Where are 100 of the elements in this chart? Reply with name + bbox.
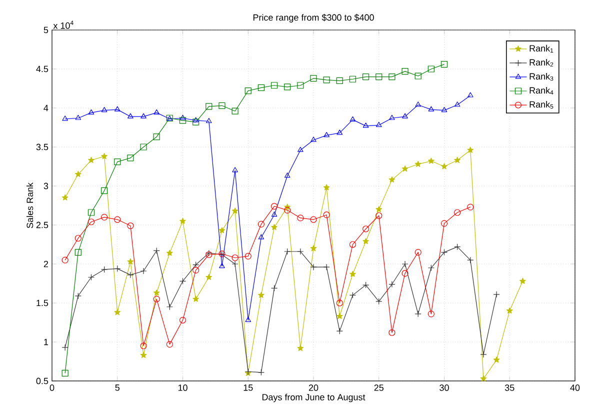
point [127,258,134,264]
point [468,92,474,98]
point [350,270,356,277]
point [114,216,121,223]
legend-label: Rank$_{3}$ [530,72,554,81]
point [428,264,434,272]
x-tick-label: 10 [178,384,188,391]
point [166,304,173,310]
point [62,370,68,376]
point [323,184,330,190]
point [74,248,82,256]
point [270,202,278,210]
point [88,209,95,216]
point [153,290,160,296]
point [467,204,474,210]
point [140,352,147,358]
point [232,254,238,262]
point [101,266,108,273]
point [153,296,160,302]
y-tick-label: 2 [44,260,48,268]
x-axis-title: Days from June to August [262,394,366,402]
point [192,296,199,302]
point [271,224,278,230]
point [506,307,513,314]
point [101,107,108,112]
point [192,117,199,122]
point [297,214,304,222]
point [428,106,434,112]
point [362,238,369,244]
point [350,116,356,122]
point [441,107,448,112]
point [428,310,434,318]
point [297,248,304,255]
point [140,342,147,350]
x-tick-label: 25 [374,384,384,391]
point [376,122,382,127]
point [454,156,460,163]
point [62,194,68,200]
x-tick-label: 40 [570,384,580,391]
point [376,212,382,219]
point [166,250,173,256]
legend-label: Rank$_{5}$ [530,101,554,109]
y-tick-label: 1 [44,338,48,346]
point [402,270,408,277]
point [114,309,121,316]
point [376,206,382,212]
point [467,146,474,153]
point [428,158,434,164]
point [388,176,396,182]
y-tick-label: 1.5 [36,300,48,306]
point [336,300,343,306]
point [192,266,200,274]
point [127,222,134,230]
point [218,102,226,109]
point [388,73,396,80]
legend-label: Rank$_{4}$ [530,86,554,95]
point [414,72,422,80]
point [402,166,408,172]
point [179,316,186,324]
point [179,278,186,284]
y-tick-label: 2.5 [36,222,48,228]
y-tick-label: 4.5 [36,66,48,72]
point [192,118,200,126]
point [62,116,68,121]
point [62,344,68,351]
point [493,356,500,363]
x-tick-label: 30 [440,384,449,391]
point [153,247,160,254]
point [219,263,225,268]
point [454,209,461,216]
point [362,226,370,232]
x-tick-label: 20 [308,384,318,391]
point [62,256,68,264]
point [166,341,173,348]
point [192,261,200,268]
point [244,252,252,260]
point [441,163,448,170]
x-tick-label: 0 [50,384,54,391]
point [180,218,186,224]
point [114,106,120,112]
point [440,248,448,256]
point [179,117,186,124]
point [74,292,82,300]
point [258,220,264,228]
point [323,76,330,84]
point [402,260,408,268]
point [310,245,317,252]
point [440,61,448,68]
point [414,160,422,167]
point [140,268,147,274]
point [88,274,95,281]
chart-title: Price range from $300 to $400 [253,14,374,22]
point [414,310,422,318]
point [415,102,421,107]
y-tick-label: 0.5 [36,378,48,384]
point [258,292,264,298]
point [362,282,370,288]
point [402,68,408,75]
point [218,227,226,234]
x-tick-label: 5 [115,384,120,391]
